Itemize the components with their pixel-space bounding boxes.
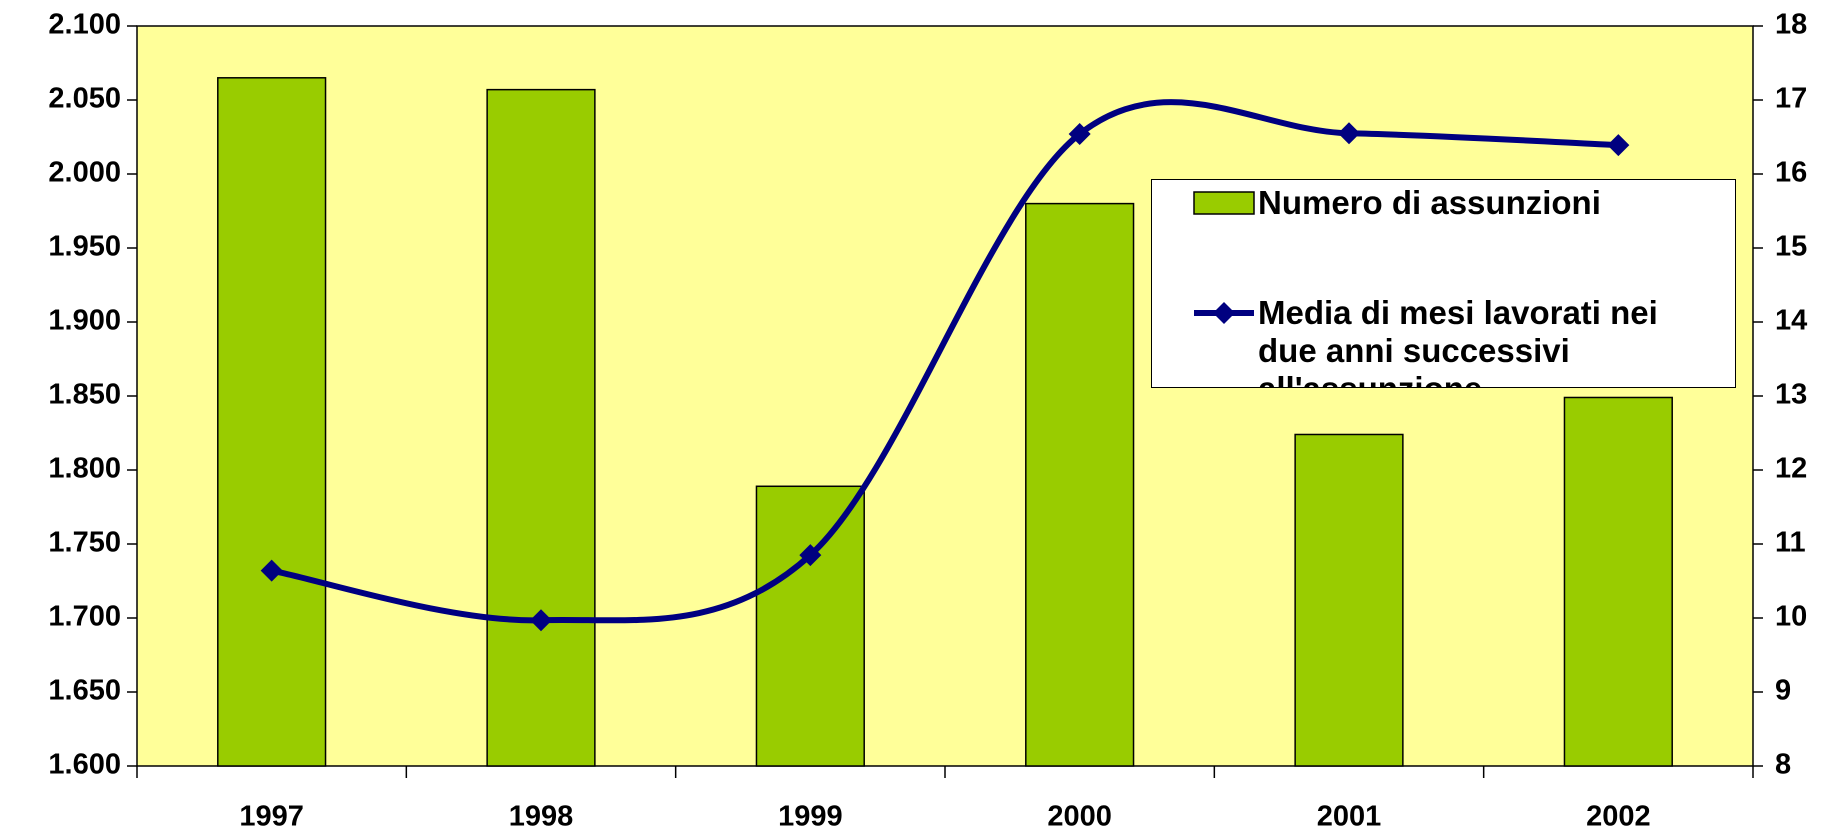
- y-tick-label: 1.850: [48, 379, 121, 411]
- y2-tick-label: 13: [1775, 379, 1807, 411]
- y-tick-label: 1.900: [48, 305, 121, 337]
- y2-tick-label: 8: [1775, 749, 1791, 781]
- line: [271, 99, 1619, 624]
- line-marker: [1607, 134, 1630, 157]
- y2-tick-label: 10: [1775, 601, 1807, 633]
- y-tick-label: 1.600: [48, 749, 121, 781]
- y-tick-label: 1.750: [48, 527, 121, 559]
- bar: [486, 88, 596, 767]
- y-tick-label: 1.950: [48, 231, 121, 263]
- y2-tick-label: 12: [1775, 453, 1807, 485]
- y2-tick-label: 15: [1775, 231, 1807, 263]
- line-marker: [1338, 122, 1360, 145]
- legend-entry: Media di mesi lavorati nei due anni succ…: [1192, 294, 1708, 387]
- y-tick-label: 1.700: [48, 601, 121, 633]
- line-marker: [799, 544, 822, 567]
- x-tick-label: 2002: [1586, 801, 1651, 833]
- legend-label: Numero di assunzioni: [1258, 184, 1601, 221]
- line-marker: [260, 559, 283, 582]
- bar: [755, 485, 865, 767]
- y2-tick-label: 9: [1775, 675, 1791, 707]
- y-tick-label: 1.800: [48, 453, 121, 485]
- legend-swatch: [1194, 302, 1254, 324]
- y-tick-label: 2.100: [48, 9, 121, 41]
- y-tick-label: 1.650: [48, 675, 121, 707]
- legend-entry: Numero di assunzioni: [1192, 184, 1708, 222]
- x-tick-label: 2001: [1317, 801, 1382, 833]
- bar: [217, 77, 327, 767]
- bar: [1294, 433, 1404, 767]
- line-marker: [1068, 123, 1091, 146]
- bar: [1025, 202, 1135, 767]
- x-tick-label: 1997: [239, 801, 304, 833]
- x-tick-label: 1998: [509, 801, 574, 833]
- legend-label: Media di mesi lavorati nei due anni succ…: [1258, 294, 1658, 387]
- legend-swatch: [1193, 191, 1255, 215]
- y2-tick-label: 14: [1775, 305, 1807, 337]
- y2-tick-label: 16: [1775, 157, 1807, 189]
- y-tick-label: 2.000: [48, 157, 121, 189]
- y2-tick-label: 17: [1775, 83, 1807, 115]
- x-tick-label: 1999: [778, 801, 843, 833]
- plot-area: [136, 25, 1754, 767]
- x-tick-label: 2000: [1047, 801, 1112, 833]
- y2-tick-label: 18: [1775, 9, 1807, 41]
- y-tick-label: 2.050: [48, 83, 121, 115]
- line-marker: [530, 609, 552, 632]
- legend: Numero di assunzioni Media di mesi lavor…: [1151, 179, 1736, 388]
- bar: [1563, 396, 1673, 767]
- y2-tick-label: 11: [1775, 527, 1806, 559]
